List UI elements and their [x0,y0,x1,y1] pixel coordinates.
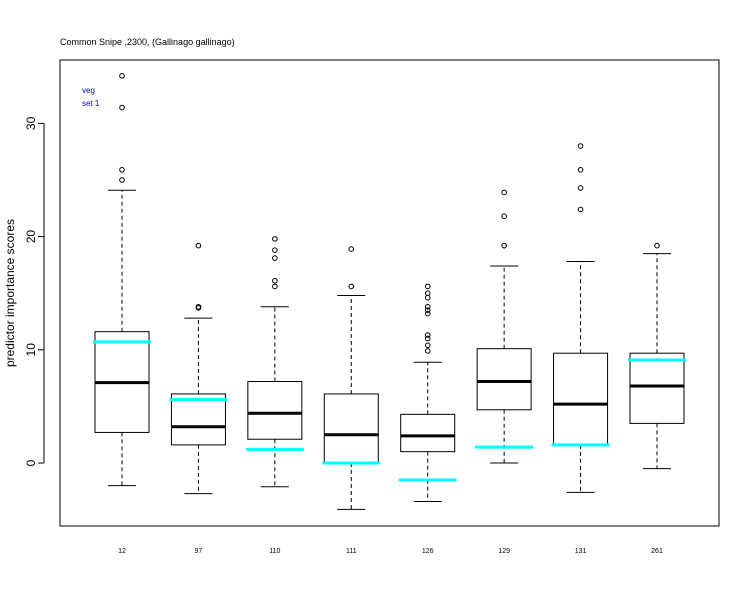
legend-text-set: set 1 [82,99,100,108]
plot-frame [59,59,720,527]
outlier-point [424,283,431,290]
outlier-point [501,189,507,196]
outlier-point [501,213,507,220]
legend-text-veg: veg [82,86,95,95]
y-tick-label: 10 [24,343,38,357]
outlier-point [272,277,278,284]
x-tick-label: 129 [498,548,510,555]
y-axis: 0 10 20 30 [24,116,45,466]
outlier-point [424,348,431,354]
chart-title: Common Snipe ,2300, (Gallinago gallinago… [60,37,235,47]
iqr-box [629,352,685,424]
x-axis-labels: 12 97 110 111 126 129 131 261 [118,548,663,555]
outlier-point [424,290,431,297]
outlier-point [424,294,431,301]
outlier-point [348,283,355,290]
outlier-point [424,332,431,338]
legend: veg set 1 [82,86,100,108]
box-group-110 [245,236,304,488]
x-tick-label: 12 [118,548,126,555]
outlier-point [424,307,431,313]
x-tick-label: 110 [269,548,280,555]
iqr-box [476,348,532,411]
outlier-point [577,167,584,173]
y-tick-label: 0 [24,459,38,466]
outlier-point [424,335,431,342]
x-tick-label: 131 [575,548,587,555]
box-group-131 [551,143,610,493]
outlier-point [501,242,507,249]
box-group-97 [169,242,228,495]
box-group-111 [322,246,381,510]
outlier-point [577,143,584,149]
box-group-129 [475,189,534,464]
y-tick-label: 20 [24,230,38,244]
box-group-126 [398,283,457,502]
iqr-box [247,380,303,440]
outlier-point [424,303,431,310]
iqr-box [170,393,226,446]
outlier-point [577,206,584,213]
outlier-point [195,242,202,249]
outlier-point [348,246,355,252]
outlier-point [577,185,584,191]
boxes-layer [93,73,686,510]
iqr-box [323,393,379,464]
outlier-point [195,303,202,310]
outlier-point [272,236,278,242]
x-tick-label: 111 [346,548,357,555]
iqr-box [400,413,456,453]
outlier-point [119,104,125,111]
outlier-point [654,242,660,249]
y-axis-label: predictor importance scores [3,219,17,367]
outlier-point [119,177,125,183]
x-tick-label: 261 [651,548,663,555]
y-tick-label: 30 [24,116,38,130]
box-group-12 [93,73,151,487]
x-tick-label: 97 [195,548,203,555]
outlier-point [272,283,278,290]
outlier-point [119,167,125,173]
box-group-261 [628,242,686,470]
outlier-point [272,247,278,253]
outlier-point [272,255,278,261]
outlier-point [424,310,431,317]
outlier-point [424,342,431,349]
x-tick-label: 126 [422,548,434,555]
outlier-point [119,73,125,79]
iqr-box [553,352,609,446]
